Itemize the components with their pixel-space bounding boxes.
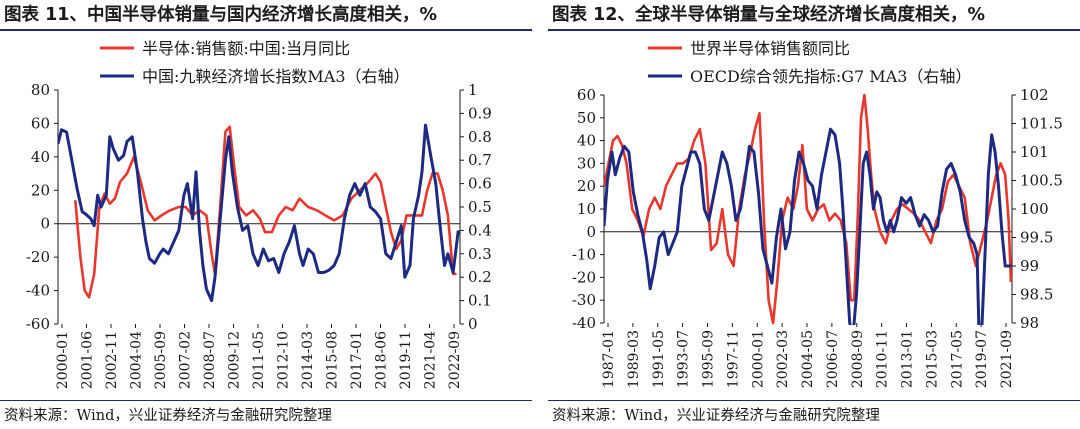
x-tick-label: 2015-03 bbox=[924, 330, 940, 388]
y-right-tick-label: 0.3 bbox=[468, 245, 492, 263]
y-right-tick-label: 0.6 bbox=[468, 175, 492, 193]
y-left-tick-label: -10 bbox=[572, 246, 596, 264]
y-right-tick-label: 0.7 bbox=[468, 151, 492, 169]
y-right-tick-label: 100 bbox=[1020, 200, 1049, 218]
y-right-tick-label: 98.5 bbox=[1020, 286, 1053, 304]
x-tick-label: 1997-11 bbox=[725, 330, 741, 388]
y-right-tick-label: 102 bbox=[1020, 86, 1049, 104]
x-tick-label: 2022-09 bbox=[447, 331, 463, 389]
panel-divider bbox=[539, 0, 540, 429]
y-left-tick-label: 60 bbox=[577, 86, 596, 104]
y-left-tick-label: -40 bbox=[572, 314, 596, 332]
x-tick-label: 2019-07 bbox=[974, 330, 990, 388]
title-rule bbox=[548, 29, 1080, 31]
chart-title: 图表 12、全球半导体销量与全球经济增长高度相关，% bbox=[552, 5, 985, 25]
line-chart-china: -60 -40 -20 0 20 40 60 80 0 0.1 0.2 0.3 0.4 0.5 0.6 0.7… bbox=[26, 39, 492, 389]
series-line-navy bbox=[604, 127, 1011, 325]
y-left-tick-label: 60 bbox=[31, 114, 50, 132]
x-tick-label: 2008-07 bbox=[202, 331, 218, 389]
y-left-tick-label: 80 bbox=[31, 81, 50, 99]
x-tick-label: 1987-01 bbox=[601, 330, 617, 388]
x-tick-label: 2008-09 bbox=[850, 330, 866, 388]
x-tick-label: 2010-11 bbox=[875, 330, 891, 388]
x-tick-label: 2006-07 bbox=[825, 330, 841, 388]
legend-label: OECD综合领先指标:G7 MA3（右轴） bbox=[690, 67, 971, 86]
y-left-tick-label: -20 bbox=[572, 268, 596, 286]
x-tick-label: 2002-03 bbox=[775, 330, 791, 388]
y-right-tick-label: 100.5 bbox=[1020, 172, 1063, 190]
x-tick-label: 2013-01 bbox=[900, 330, 916, 388]
x-tick-label: 1995-09 bbox=[701, 330, 717, 388]
y-left-tick-label: -60 bbox=[26, 315, 50, 333]
y-right-tick-label: 0 bbox=[468, 315, 478, 333]
x-tick-label: 2007-02 bbox=[178, 331, 194, 389]
x-tick-label: 2015-08 bbox=[325, 331, 341, 389]
x-tick-label: 1991-05 bbox=[651, 330, 667, 388]
legend-label: 世界半导体销售额同比 bbox=[690, 39, 850, 58]
series-line-red bbox=[604, 93, 1012, 325]
y-right-tick-label: 101 bbox=[1020, 143, 1049, 161]
y-left-tick-label: 10 bbox=[577, 200, 596, 218]
y-right-tick-label: 0.1 bbox=[468, 292, 492, 310]
x-tick-label: 2004-04 bbox=[129, 331, 145, 389]
y-right-tick-label: 101.5 bbox=[1020, 115, 1063, 133]
y-right-tick-label: 0.8 bbox=[468, 128, 492, 146]
y-right-tick-label: 0.2 bbox=[468, 268, 492, 286]
x-tick-label: 1989-03 bbox=[626, 330, 642, 388]
x-tick-label: 2021-09 bbox=[999, 330, 1015, 388]
x-tick-label: 2017-01 bbox=[349, 331, 365, 389]
y-left-tick-label: 30 bbox=[577, 154, 596, 172]
y-left-tick-label: 20 bbox=[577, 177, 596, 195]
y-right-tick-label: 0.5 bbox=[468, 198, 492, 216]
title-rule bbox=[0, 29, 532, 31]
x-tick-label: 2000-01 bbox=[55, 331, 71, 389]
x-tick-label: 2001-06 bbox=[80, 331, 96, 389]
x-tick-label: 2012-10 bbox=[276, 331, 292, 389]
y-right-tick-label: 98 bbox=[1020, 314, 1039, 332]
y-left-tick-label: 0 bbox=[40, 215, 50, 233]
legend-label: 中国:九鞅经济增长指数MA3（右轴） bbox=[142, 67, 410, 86]
chart-panel-right: 图表 12、全球半导体销量与全球经济增长高度相关，% -40 -30 -20 -10 0… bbox=[548, 0, 1080, 429]
x-tick-label: 2021-04 bbox=[423, 331, 439, 389]
source-note: 资料来源：Wind，兴业证券经济与金融研究院整理 bbox=[4, 408, 332, 424]
y-right-tick-label: 99 bbox=[1020, 257, 1039, 275]
chart-title: 图表 11、中国半导体销量与国内经济增长高度相关，% bbox=[4, 5, 437, 25]
y-right-tick-label: 99.5 bbox=[1020, 229, 1053, 247]
source-rule bbox=[548, 400, 1080, 401]
y-right-tick-label: 1 bbox=[468, 81, 478, 99]
x-tick-label: 2009-12 bbox=[227, 331, 243, 389]
y-left-tick-label: 40 bbox=[577, 132, 596, 150]
x-tick-label: 2019-11 bbox=[398, 331, 414, 389]
series-line-navy bbox=[58, 123, 460, 303]
x-tick-label: 2005-09 bbox=[153, 331, 169, 389]
line-chart-global: -40 -30 -20 -10 0 10 20 30 40 50 60 98 98.5 99 99.5 100… bbox=[572, 39, 1063, 388]
y-left-tick-label: -20 bbox=[26, 248, 50, 266]
x-tick-label: 2000-01 bbox=[750, 330, 766, 388]
legend-label: 半导体:销售额:中国:当月同比 bbox=[142, 39, 350, 58]
y-left-tick-label: -40 bbox=[26, 282, 50, 300]
x-tick-label: 2004-05 bbox=[800, 330, 816, 388]
source-note: 资料来源：Wind，兴业证券经济与金融研究院整理 bbox=[552, 408, 880, 424]
source-rule bbox=[0, 400, 532, 401]
y-left-tick-label: -30 bbox=[572, 291, 596, 309]
x-tick-label: 2011-05 bbox=[251, 331, 267, 389]
y-left-tick-label: 40 bbox=[31, 148, 50, 166]
y-left-tick-label: 50 bbox=[577, 109, 596, 127]
y-right-tick-label: 0.4 bbox=[468, 221, 492, 239]
x-tick-label: 2014-03 bbox=[300, 331, 316, 389]
chart-panel-left: 图表 11、中国半导体销量与国内经济增长高度相关，% -60 -40 -20 0 20 4… bbox=[0, 0, 532, 429]
x-tick-label: 1993-07 bbox=[676, 330, 692, 388]
y-left-tick-label: 20 bbox=[31, 181, 50, 199]
y-right-tick-label: 0.9 bbox=[468, 104, 492, 122]
x-tick-label: 2002-11 bbox=[104, 331, 120, 389]
x-tick-label: 2018-06 bbox=[374, 331, 390, 389]
x-tick-label: 2017-05 bbox=[949, 330, 965, 388]
y-left-tick-label: 0 bbox=[586, 223, 596, 241]
series-line-red bbox=[74, 125, 457, 299]
